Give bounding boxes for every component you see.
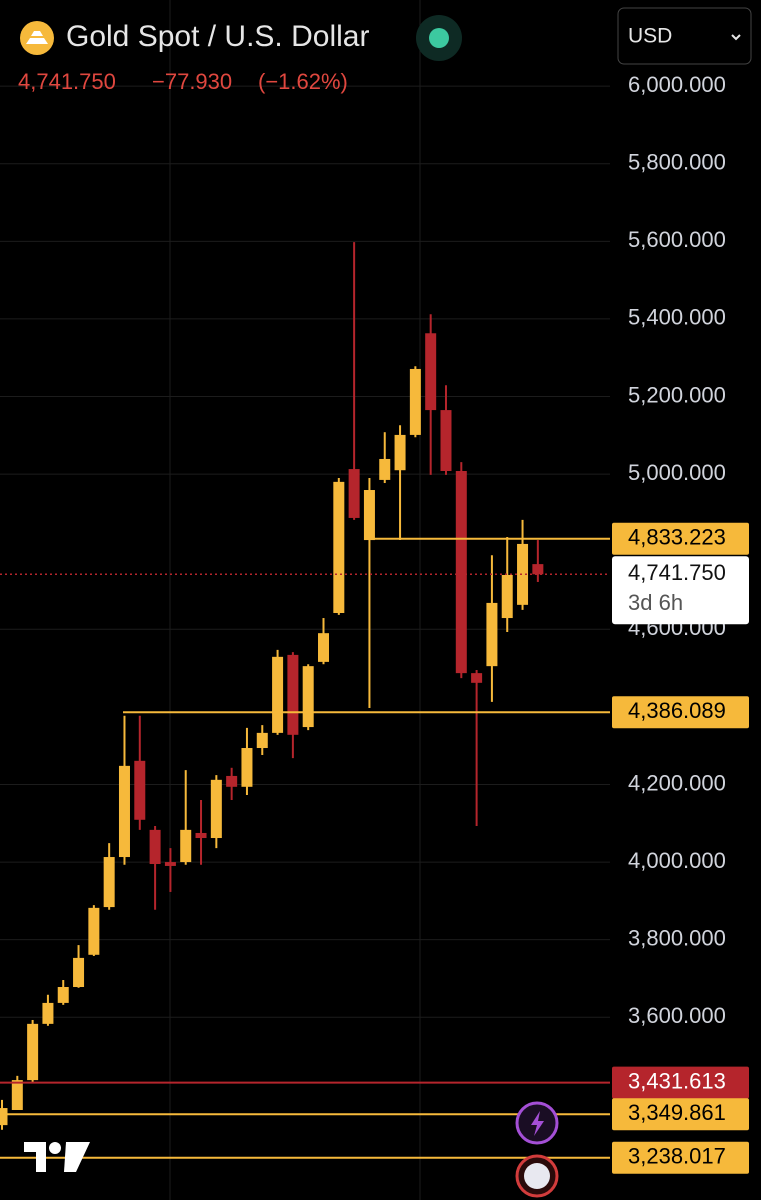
y-tick-label: 4,000.000 <box>628 848 726 873</box>
price-label-box <box>612 696 749 729</box>
last-price: 4,741.750 <box>18 69 116 94</box>
price-change-pct: (−1.62%) <box>258 69 348 94</box>
y-tick-label: 6,000.000 <box>628 72 726 97</box>
candle-body <box>532 564 544 575</box>
candle-body <box>73 957 85 988</box>
candle-body <box>363 490 375 541</box>
currency-select[interactable]: USD <box>617 7 752 65</box>
y-tick-label: 5,800.000 <box>628 150 726 175</box>
candle-body <box>394 434 406 471</box>
candle-body <box>440 410 452 471</box>
candle-body <box>287 654 299 735</box>
candle-body <box>455 470 467 674</box>
price-label: 3,349.861 <box>628 1100 726 1125</box>
tv-logo <box>24 1142 90 1172</box>
candle-body <box>210 779 222 839</box>
candle-body <box>195 832 207 839</box>
grid <box>0 0 610 1200</box>
price-label: 4,386.089 <box>628 698 726 723</box>
candle-body <box>0 1108 8 1126</box>
candle-body <box>149 829 161 865</box>
chevron[interactable] <box>731 34 741 41</box>
y-tick-label: 3,800.000 <box>628 925 726 950</box>
price-label-box <box>612 522 749 555</box>
candle-body <box>241 748 253 787</box>
bar-countdown: 3d 6h <box>628 590 683 615</box>
candle-body <box>256 732 268 749</box>
candle-body <box>409 368 421 435</box>
candle-body <box>471 673 483 683</box>
candle-body <box>226 775 238 787</box>
price-label-box <box>612 1098 749 1131</box>
logo-part <box>24 1142 46 1172</box>
last-price-label: 4,741.750 <box>628 560 726 585</box>
candle-body <box>103 857 115 908</box>
price-label-box <box>612 1141 749 1174</box>
y-tick-label: 5,000.000 <box>628 460 726 485</box>
flag[interactable] <box>524 1163 550 1189</box>
price-label: 3,238.017 <box>628 1144 726 1169</box>
price-label: 4,833.223 <box>628 525 726 550</box>
candle-body <box>501 574 513 619</box>
y-tick-label: 5,400.000 <box>628 305 726 330</box>
price-label: 3,431.613 <box>628 1068 726 1093</box>
price-axis: 6,000.000 5,800.000 5,600.000 5,400.000 5,20… <box>612 72 749 1174</box>
candle-body <box>11 1080 23 1110</box>
price-change: −77.930 <box>152 69 232 94</box>
candle-body <box>27 1023 39 1081</box>
logo-bars <box>26 31 48 44</box>
plot <box>0 242 610 1159</box>
y-tick-label: 5,200.000 <box>628 382 726 407</box>
candle-body <box>333 481 345 613</box>
market-status <box>429 28 449 48</box>
candle-body <box>302 666 314 728</box>
candle-body <box>517 543 529 605</box>
symbol-title: Gold Spot / U.S. Dollar <box>66 20 369 53</box>
candle-body <box>318 633 330 662</box>
candle-body <box>42 1002 54 1024</box>
candle-body <box>425 333 437 411</box>
candle-body <box>134 760 146 820</box>
candle-body <box>164 862 176 866</box>
candle-body <box>118 765 130 858</box>
y-tick-label: 3,600.000 <box>628 1003 726 1028</box>
candle-body <box>486 602 498 667</box>
bolt[interactable] <box>531 1111 544 1136</box>
logo-part <box>64 1142 90 1172</box>
currency-box[interactable] <box>617 7 752 65</box>
y-tick-label: 4,200.000 <box>628 770 726 795</box>
candle-body <box>88 907 100 955</box>
currency[interactable]: USD <box>628 25 672 48</box>
logo-part <box>49 1142 61 1154</box>
y-tick-label: 5,600.000 <box>628 227 726 252</box>
candle-body <box>379 458 391 480</box>
candle-body <box>348 469 360 518</box>
last-price-box <box>612 556 749 625</box>
candle-body <box>57 987 69 1003</box>
candle-body <box>180 829 192 863</box>
candle-body <box>272 656 284 733</box>
price-label-box <box>612 1066 749 1099</box>
